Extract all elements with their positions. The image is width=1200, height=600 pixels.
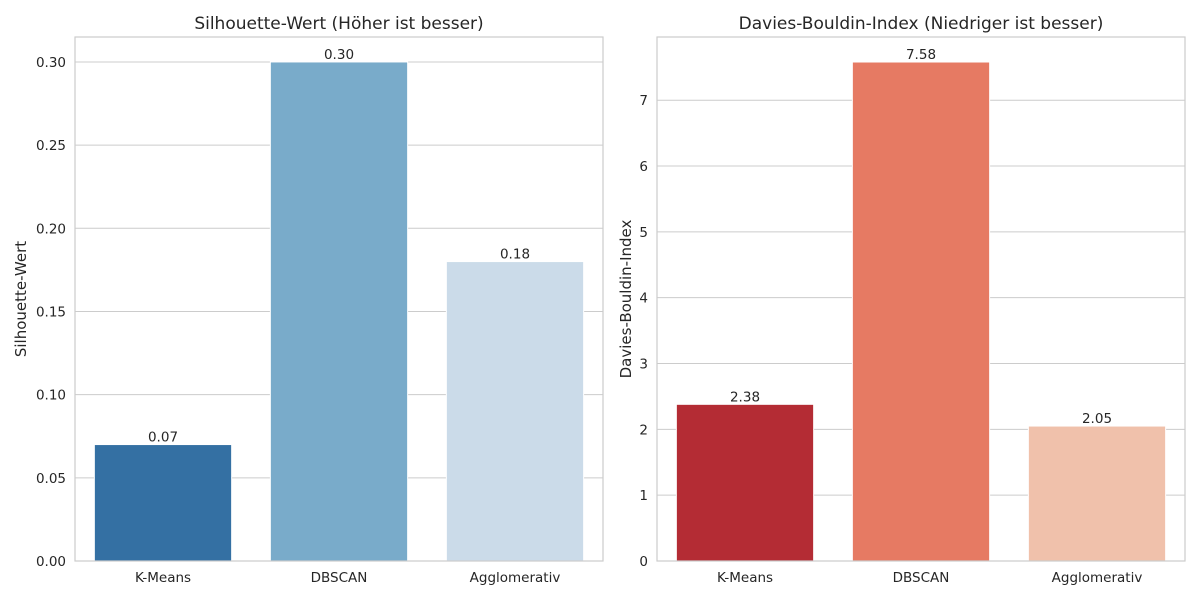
bar-dbscan — [269, 61, 409, 562]
bar-agglomerativ — [445, 261, 585, 562]
plot-frame — [74, 36, 604, 562]
bar-agglomerativ — [1027, 425, 1167, 562]
x-tick-label: DBSCAN — [311, 570, 368, 586]
y-tick-label: 3 — [639, 357, 648, 373]
y-tick-label: 7 — [639, 93, 648, 109]
y-tick-label: 4 — [639, 291, 648, 307]
chart-panel-2: 2.38 K-Means 7.58 DBSCAN 2.05 Agglomerativ 0 1 2… — [617, 14, 1186, 586]
y-axis-label: Davies-Bouldin-Index — [617, 220, 635, 379]
chart-title: Silhouette-Wert (Höher ist besser) — [194, 14, 483, 34]
y-tick-label: 0.20 — [36, 221, 66, 237]
y-tick-label: 0.10 — [36, 388, 66, 404]
data-label: 7.58 — [906, 47, 936, 63]
chart-title: Davies-Bouldin-Index (Niedriger ist bess… — [739, 14, 1104, 34]
y-tick-label: 0.30 — [36, 55, 66, 71]
chart-panel-1: 0.07 K-Means 0.30 DBSCAN 0.18 Agglomerativ 0.0… — [12, 14, 604, 586]
bar-k-means — [675, 403, 815, 562]
data-label: 0.30 — [324, 47, 354, 63]
y-tick-label: 0 — [639, 554, 648, 570]
y-tick-label: 0.00 — [36, 554, 66, 570]
x-tick-label: Agglomerativ — [1052, 570, 1143, 586]
plot-frame — [656, 36, 1186, 562]
x-tick-label: K-Means — [135, 570, 191, 586]
y-tick-label: 1 — [639, 488, 648, 504]
x-tick-label: Agglomerativ — [470, 570, 561, 586]
y-tick-label: 5 — [639, 225, 648, 241]
y-tick-label: 0.15 — [36, 304, 66, 320]
y-axis-label: Silhouette-Wert — [12, 241, 30, 357]
y-tick-label: 2 — [639, 422, 648, 438]
x-tick-label: DBSCAN — [893, 570, 950, 586]
data-label: 2.05 — [1082, 411, 1112, 427]
bar-dbscan — [851, 61, 991, 562]
data-label: 2.38 — [730, 389, 760, 405]
y-tick-label: 0.05 — [36, 471, 66, 487]
data-label: 0.18 — [500, 247, 530, 263]
bar-k-means — [93, 444, 233, 562]
data-label: 0.07 — [148, 430, 178, 446]
x-tick-label: K-Means — [717, 570, 773, 586]
y-tick-label: 0.25 — [36, 138, 66, 154]
y-tick-label: 6 — [639, 159, 648, 175]
